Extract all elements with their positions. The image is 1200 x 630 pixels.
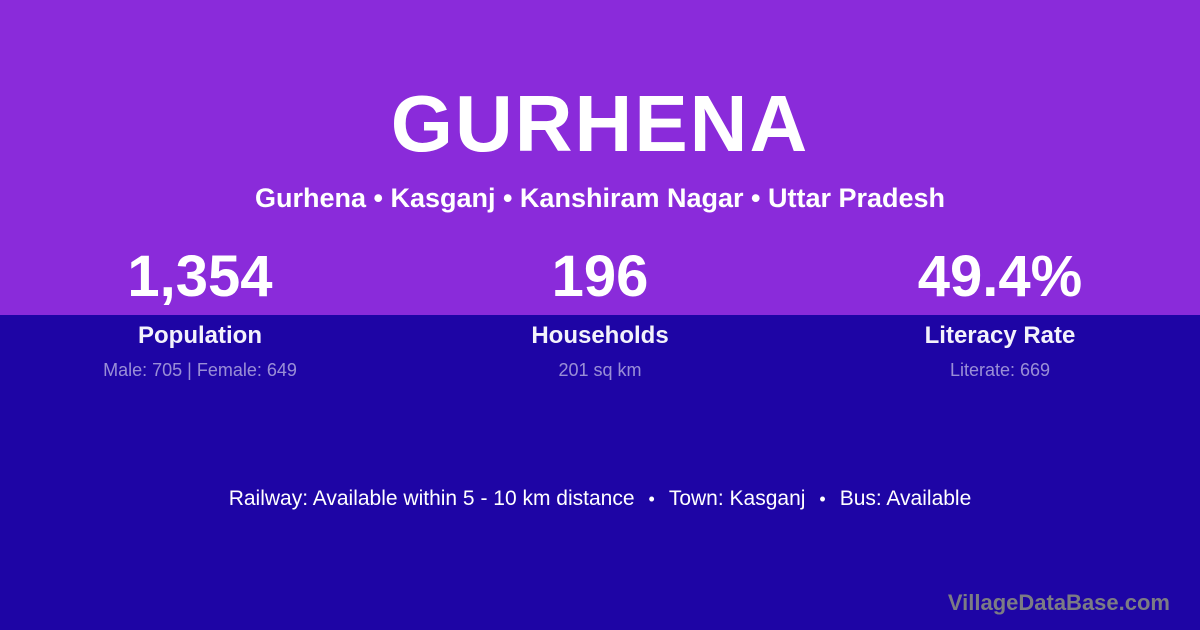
households-value: 196 bbox=[551, 244, 649, 309]
top-purple-section bbox=[0, 0, 1200, 315]
population-detail: Male: 705 | Female: 649 bbox=[103, 359, 297, 380]
stat-households: 196 Households 201 sq km bbox=[400, 248, 800, 381]
stat-population: 1,354 Population Male: 705 | Female: 649 bbox=[0, 248, 400, 381]
stats-row: 1,354 Population Male: 705 | Female: 649… bbox=[0, 248, 1200, 381]
households-detail: 201 sq km bbox=[558, 359, 642, 380]
amenities-info-line: Railway: Available within 5 - 10 km dist… bbox=[0, 487, 1200, 511]
railway-info: Railway: Available within 5 - 10 km dist… bbox=[228, 487, 635, 510]
village-title: GURHENA bbox=[390, 79, 810, 168]
literacy-detail: Literate: 669 bbox=[949, 359, 1051, 380]
households-label: Households bbox=[531, 322, 669, 349]
population-value: 1,354 bbox=[127, 244, 273, 309]
literacy-label: Literacy Rate bbox=[924, 322, 1076, 349]
bullet-separator: • bbox=[819, 489, 826, 509]
literacy-value: 49.4% bbox=[917, 244, 1083, 309]
stat-literacy: 49.4% Literacy Rate Literate: 669 bbox=[800, 248, 1200, 381]
bus-info: Bus: Available bbox=[839, 487, 972, 510]
bottom-blue-section bbox=[0, 315, 1200, 630]
town-info: Town: Kasganj bbox=[668, 487, 806, 510]
site-watermark: VillageDataBase.com bbox=[947, 590, 1170, 615]
population-label: Population bbox=[138, 322, 262, 349]
village-breadcrumb: Gurhena • Kasganj • Kanshiram Nagar • Ut… bbox=[254, 183, 946, 213]
bullet-separator: • bbox=[648, 489, 655, 509]
